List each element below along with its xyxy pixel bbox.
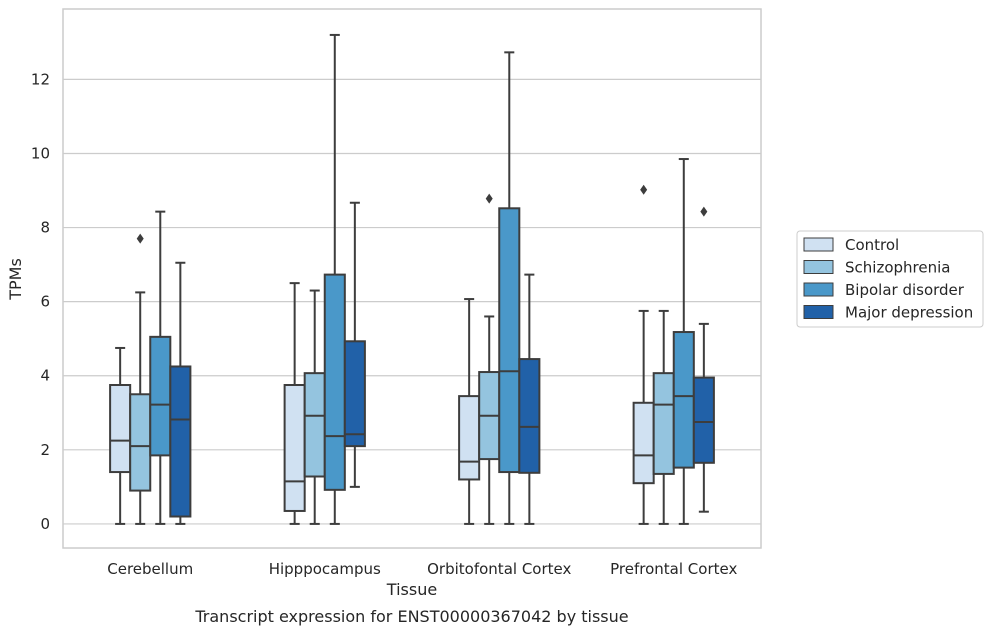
x-tick-label: Prefrontal Cortex	[610, 560, 737, 578]
legend-swatch	[803, 305, 834, 319]
y-tick-label: 2	[40, 441, 50, 459]
iqr-box	[129, 393, 152, 492]
legend-swatch	[803, 282, 834, 297]
y-tick-label: 12	[31, 70, 50, 88]
y-tick-label: 10	[31, 144, 50, 162]
box-1-3	[343, 201, 366, 488]
outlier-point	[640, 184, 648, 195]
legend-label: Major depression	[845, 304, 973, 322]
legend-swatch	[803, 260, 834, 274]
legend-swatch	[803, 237, 834, 252]
box-0-0	[109, 346, 132, 525]
iqr-box	[518, 358, 541, 474]
iqr-box	[149, 335, 172, 457]
legend: Control Schizophrenia Bipolar disorder Majo…	[796, 230, 984, 328]
iqr-box	[109, 384, 132, 474]
y-axis-title: TPMs	[6, 258, 25, 301]
legend-frame	[796, 230, 984, 328]
iqr-box	[652, 372, 675, 475]
iqr-box	[169, 365, 192, 518]
x-tick-label: Orbitofontal Cortex	[427, 560, 571, 578]
y-tick-label: 4	[40, 367, 50, 385]
box-0-2	[149, 210, 172, 525]
chart-caption: Transcript expression for ENST0000036704…	[194, 607, 628, 626]
iqr-box	[343, 340, 366, 448]
outlier-point	[136, 233, 144, 244]
box-3-2	[672, 158, 695, 525]
x-tick-label: Hipppocampus	[269, 560, 381, 578]
box-1-2	[323, 33, 346, 525]
outlier-point	[485, 193, 493, 204]
legend-label: Schizophrenia	[845, 259, 950, 277]
y-tick-label: 6	[40, 293, 50, 311]
box-1-1	[303, 289, 326, 525]
iqr-box	[458, 395, 481, 481]
outlier-point	[700, 206, 708, 217]
box-2-3	[518, 273, 541, 525]
box-3-1	[652, 309, 675, 525]
iqr-box	[283, 384, 306, 512]
y-tick-label: 8	[40, 219, 50, 237]
plot-frame	[62, 8, 762, 549]
x-tick-label: Cerebellum	[107, 560, 193, 578]
legend-label: Control	[845, 236, 899, 254]
iqr-box	[303, 372, 326, 478]
x-tick-labels: Cerebellum Hipppocampus Orbitofontal Corte…	[107, 560, 737, 578]
box-3-3	[692, 206, 715, 513]
y-tick-labels: 0 2 4 6 8 10 12	[31, 70, 50, 533]
x-axis-title: Tissue	[386, 580, 437, 599]
box-0-3	[169, 261, 192, 525]
iqr-box	[323, 273, 346, 491]
iqr-box	[692, 376, 715, 464]
iqr-box	[672, 331, 695, 469]
iqr-box	[498, 207, 521, 474]
box-series-group	[109, 33, 715, 525]
box-2-2	[498, 51, 521, 525]
legend-label: Bipolar disorder	[845, 281, 965, 299]
iqr-box	[632, 401, 655, 485]
box-3-0	[632, 184, 655, 525]
y-tick-label: 0	[40, 515, 50, 533]
box-1-0	[283, 282, 306, 525]
